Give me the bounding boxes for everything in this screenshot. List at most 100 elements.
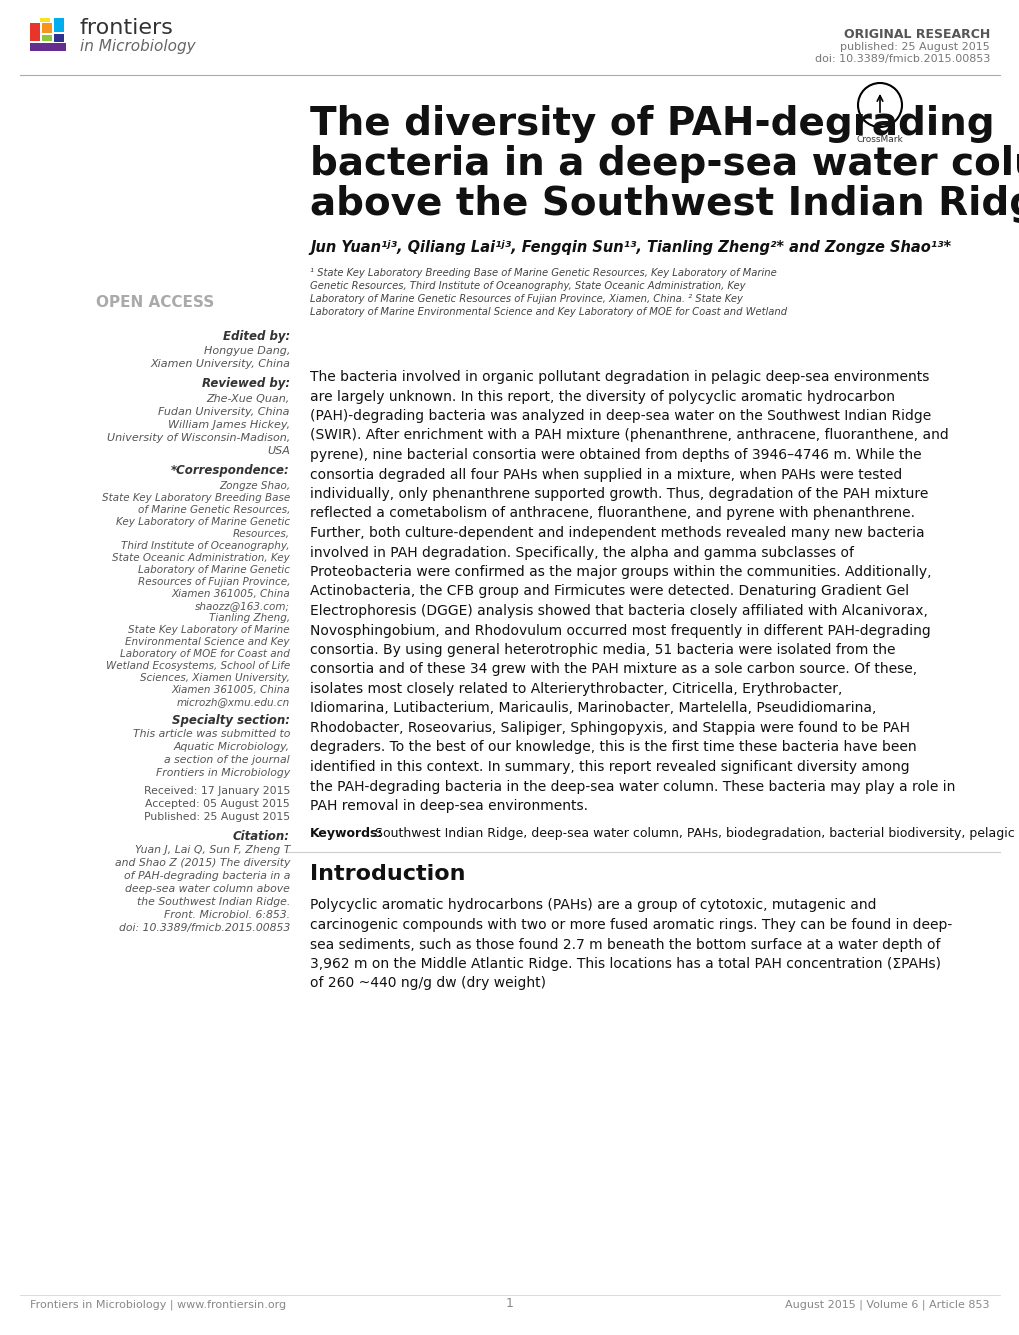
Text: Actinobacteria, the CFB group and Firmicutes were detected. Denaturing Gradient : Actinobacteria, the CFB group and Firmic… <box>310 585 908 598</box>
Text: Key Laboratory of Marine Genetic: Key Laboratory of Marine Genetic <box>116 517 289 527</box>
Text: Yuan J, Lai Q, Sun F, Zheng T: Yuan J, Lai Q, Sun F, Zheng T <box>135 845 289 854</box>
Text: Frontiers in Microbiology | www.frontiersin.org: Frontiers in Microbiology | www.frontier… <box>30 1299 286 1310</box>
Text: in Microbiology: in Microbiology <box>79 39 196 53</box>
Bar <box>30 43 66 51</box>
Text: Specialty section:: Specialty section: <box>172 714 289 728</box>
Text: Novosphingobium, and Rhodovulum occurred most frequently in different PAH-degrad: Novosphingobium, and Rhodovulum occurred… <box>310 623 930 638</box>
Text: (SWIR). After enrichment with a PAH mixture (phenanthrene, anthracene, fluoranth: (SWIR). After enrichment with a PAH mixt… <box>310 429 948 442</box>
Text: Further, both culture-dependent and independent methods revealed many new bacter: Further, both culture-dependent and inde… <box>310 526 923 539</box>
Text: The diversity of PAH-degrading: The diversity of PAH-degrading <box>310 105 994 143</box>
Text: Jun Yuan¹ʲ³, Qiliang Lai¹ʲ³, Fengqin Sun¹³, Tianling Zheng²* and Zongze Shao¹³*: Jun Yuan¹ʲ³, Qiliang Lai¹ʲ³, Fengqin Sun… <box>310 240 950 255</box>
Text: (PAH)-degrading bacteria was analyzed in deep-sea water on the Southwest Indian : (PAH)-degrading bacteria was analyzed in… <box>310 409 930 423</box>
Text: Laboratory of MOE for Coast and: Laboratory of MOE for Coast and <box>120 649 289 659</box>
Text: Keywords:: Keywords: <box>310 826 383 840</box>
Text: Wetland Ecosystems, School of Life: Wetland Ecosystems, School of Life <box>106 661 289 672</box>
Text: Hongyue Dang,: Hongyue Dang, <box>204 346 289 356</box>
Text: sea sediments, such as those found 2.7 m beneath the bottom surface at a water d: sea sediments, such as those found 2.7 m… <box>310 937 940 952</box>
Bar <box>40 17 50 21</box>
Text: bacteria in a deep-sea water column: bacteria in a deep-sea water column <box>310 146 1019 183</box>
Text: University of Wisconsin-Madison,: University of Wisconsin-Madison, <box>107 433 289 443</box>
Text: Aquatic Microbiology,: Aquatic Microbiology, <box>173 742 289 752</box>
Text: identified in this context. In summary, this report revealed significant diversi: identified in this context. In summary, … <box>310 760 909 774</box>
Text: the PAH-degrading bacteria in the deep-sea water column. These bacteria may play: the PAH-degrading bacteria in the deep-s… <box>310 780 955 793</box>
Text: Xiamen 361005, China: Xiamen 361005, China <box>171 589 289 599</box>
Text: shaozz@163.com;: shaozz@163.com; <box>195 601 289 611</box>
Bar <box>30 23 40 41</box>
Text: a section of the journal: a section of the journal <box>164 756 289 765</box>
Text: Front. Microbiol. 6:853.: Front. Microbiol. 6:853. <box>164 910 289 920</box>
Text: Environmental Science and Key: Environmental Science and Key <box>125 637 289 647</box>
Text: Polycyclic aromatic hydrocarbons (PAHs) are a group of cytotoxic, mutagenic and: Polycyclic aromatic hydrocarbons (PAHs) … <box>310 898 875 913</box>
Text: are largely unknown. In this report, the diversity of polycyclic aromatic hydroc: are largely unknown. In this report, the… <box>310 390 894 403</box>
Text: State Key Laboratory of Marine: State Key Laboratory of Marine <box>128 625 289 635</box>
Text: Resources,: Resources, <box>232 529 289 539</box>
Text: consortia and of these 34 grew with the PAH mixture as a sole carbon source. Of : consortia and of these 34 grew with the … <box>310 662 916 677</box>
Text: isolates most closely related to Alterierythrobacter, Citricella, Erythrobacter,: isolates most closely related to Alterie… <box>310 682 842 696</box>
Text: degraders. To the best of our knowledge, this is the first time these bacteria h: degraders. To the best of our knowledge,… <box>310 741 916 754</box>
Text: Laboratory of Marine Genetic Resources of Fujian Province, Xiamen, China. ² Stat: Laboratory of Marine Genetic Resources o… <box>310 294 742 304</box>
Bar <box>42 23 52 33</box>
Bar <box>54 33 64 41</box>
Text: above the Southwest Indian Ridge: above the Southwest Indian Ridge <box>310 186 1019 223</box>
Text: ORIGINAL RESEARCH: ORIGINAL RESEARCH <box>843 28 989 41</box>
Text: the Southwest Indian Ridge.: the Southwest Indian Ridge. <box>137 897 289 906</box>
Text: ¹ State Key Laboratory Breeding Base of Marine Genetic Resources, Key Laboratory: ¹ State Key Laboratory Breeding Base of … <box>310 268 776 278</box>
Text: reflected a cometabolism of anthracene, fluoranthene, and pyrene with phenanthre: reflected a cometabolism of anthracene, … <box>310 506 914 521</box>
Text: microzh@xmu.edu.cn: microzh@xmu.edu.cn <box>176 697 289 708</box>
Text: Accepted: 05 August 2015: Accepted: 05 August 2015 <box>145 800 289 809</box>
Text: doi: 10.3389/fmicb.2015.00853: doi: 10.3389/fmicb.2015.00853 <box>814 53 989 64</box>
Bar <box>54 17 64 32</box>
Text: OPEN ACCESS: OPEN ACCESS <box>96 295 214 310</box>
Text: The bacteria involved in organic pollutant degradation in pelagic deep-sea envir: The bacteria involved in organic polluta… <box>310 370 928 384</box>
Text: Xiamen 361005, China: Xiamen 361005, China <box>171 685 289 696</box>
Text: Citation:: Citation: <box>232 830 289 842</box>
Text: Frontiers in Microbiology: Frontiers in Microbiology <box>156 768 289 778</box>
Text: August 2015 | Volume 6 | Article 853: August 2015 | Volume 6 | Article 853 <box>785 1299 989 1310</box>
Text: William James Hickey,: William James Hickey, <box>168 421 289 430</box>
Text: Third Institute of Oceanography,: Third Institute of Oceanography, <box>121 541 289 551</box>
Text: deep-sea water column above: deep-sea water column above <box>125 884 289 894</box>
Text: Published: 25 August 2015: Published: 25 August 2015 <box>144 812 289 822</box>
Text: Rhodobacter, Roseovarius, Salipiger, Sphingopyxis, and Stappia were found to be : Rhodobacter, Roseovarius, Salipiger, Sph… <box>310 721 909 736</box>
Text: USA: USA <box>267 446 289 457</box>
Text: Edited by:: Edited by: <box>222 330 289 343</box>
Text: frontiers: frontiers <box>79 17 173 37</box>
Text: of PAH-degrading bacteria in a: of PAH-degrading bacteria in a <box>123 870 289 881</box>
Text: Genetic Resources, Third Institute of Oceanography, State Oceanic Administration: Genetic Resources, Third Institute of Oc… <box>310 280 745 291</box>
Text: Sciences, Xiamen University,: Sciences, Xiamen University, <box>140 673 289 684</box>
Text: 3,962 m on the Middle Atlantic Ridge. This locations has a total PAH concentrati: 3,962 m on the Middle Atlantic Ridge. Th… <box>310 957 941 971</box>
Text: State Key Laboratory Breeding Base: State Key Laboratory Breeding Base <box>102 493 289 503</box>
Text: pyrene), nine bacterial consortia were obtained from depths of 3946–4746 m. Whil: pyrene), nine bacterial consortia were o… <box>310 449 921 462</box>
Text: Tianling Zheng,: Tianling Zheng, <box>209 613 289 623</box>
Text: PAH removal in deep-sea environments.: PAH removal in deep-sea environments. <box>310 800 587 813</box>
Text: Laboratory of Marine Genetic: Laboratory of Marine Genetic <box>138 565 289 575</box>
Text: CrossMark: CrossMark <box>856 135 903 144</box>
Text: Proteobacteria were confirmed as the major groups within the communities. Additi: Proteobacteria were confirmed as the maj… <box>310 565 930 579</box>
Text: Resources of Fujian Province,: Resources of Fujian Province, <box>138 577 289 587</box>
Text: *Correspondence:: *Correspondence: <box>171 465 289 477</box>
Text: carcinogenic compounds with two or more fused aromatic rings. They can be found : carcinogenic compounds with two or more … <box>310 918 952 932</box>
Text: Reviewed by:: Reviewed by: <box>202 376 289 390</box>
Text: Electrophoresis (DGGE) analysis showed that bacteria closely affiliated with Alc: Electrophoresis (DGGE) analysis showed t… <box>310 603 927 618</box>
Text: Xiamen University, China: Xiamen University, China <box>150 359 289 368</box>
Text: published: 25 August 2015: published: 25 August 2015 <box>840 41 989 52</box>
Text: Zhe-Xue Quan,: Zhe-Xue Quan, <box>207 394 289 405</box>
Text: Fudan University, China: Fudan University, China <box>158 407 289 417</box>
Text: involved in PAH degradation. Specifically, the alpha and gamma subclasses of: involved in PAH degradation. Specificall… <box>310 546 853 559</box>
Text: individually, only phenanthrene supported growth. Thus, degradation of the PAH m: individually, only phenanthrene supporte… <box>310 487 927 501</box>
Text: of 260 ~440 ng/g dw (dry weight): of 260 ~440 ng/g dw (dry weight) <box>310 976 545 991</box>
Text: and Shao Z (2015) The diversity: and Shao Z (2015) The diversity <box>114 858 289 868</box>
Text: Introduction: Introduction <box>310 864 465 884</box>
Text: 1: 1 <box>505 1298 514 1310</box>
Text: Idiomarina, Lutibacterium, Maricaulis, Marinobacter, Martelella, Pseudidiomarina: Idiomarina, Lutibacterium, Maricaulis, M… <box>310 701 875 716</box>
Text: Laboratory of Marine Environmental Science and Key Laboratory of MOE for Coast a: Laboratory of Marine Environmental Scien… <box>310 307 787 316</box>
Bar <box>42 35 52 41</box>
Text: doi: 10.3389/fmicb.2015.00853: doi: 10.3389/fmicb.2015.00853 <box>118 922 289 933</box>
Text: of Marine Genetic Resources,: of Marine Genetic Resources, <box>138 505 289 515</box>
Text: Zongze Shao,: Zongze Shao, <box>219 481 289 491</box>
Text: This article was submitted to: This article was submitted to <box>132 729 289 740</box>
Text: Southwest Indian Ridge, deep-sea water column, PAHs, biodegradation, bacterial b: Southwest Indian Ridge, deep-sea water c… <box>375 826 1019 840</box>
Text: consortia. By using general heterotrophic media, 51 bacteria were isolated from : consortia. By using general heterotrophi… <box>310 643 895 657</box>
Text: consortia degraded all four PAHs when supplied in a mixture, when PAHs were test: consortia degraded all four PAHs when su… <box>310 467 902 482</box>
Text: State Oceanic Administration, Key: State Oceanic Administration, Key <box>112 553 289 563</box>
